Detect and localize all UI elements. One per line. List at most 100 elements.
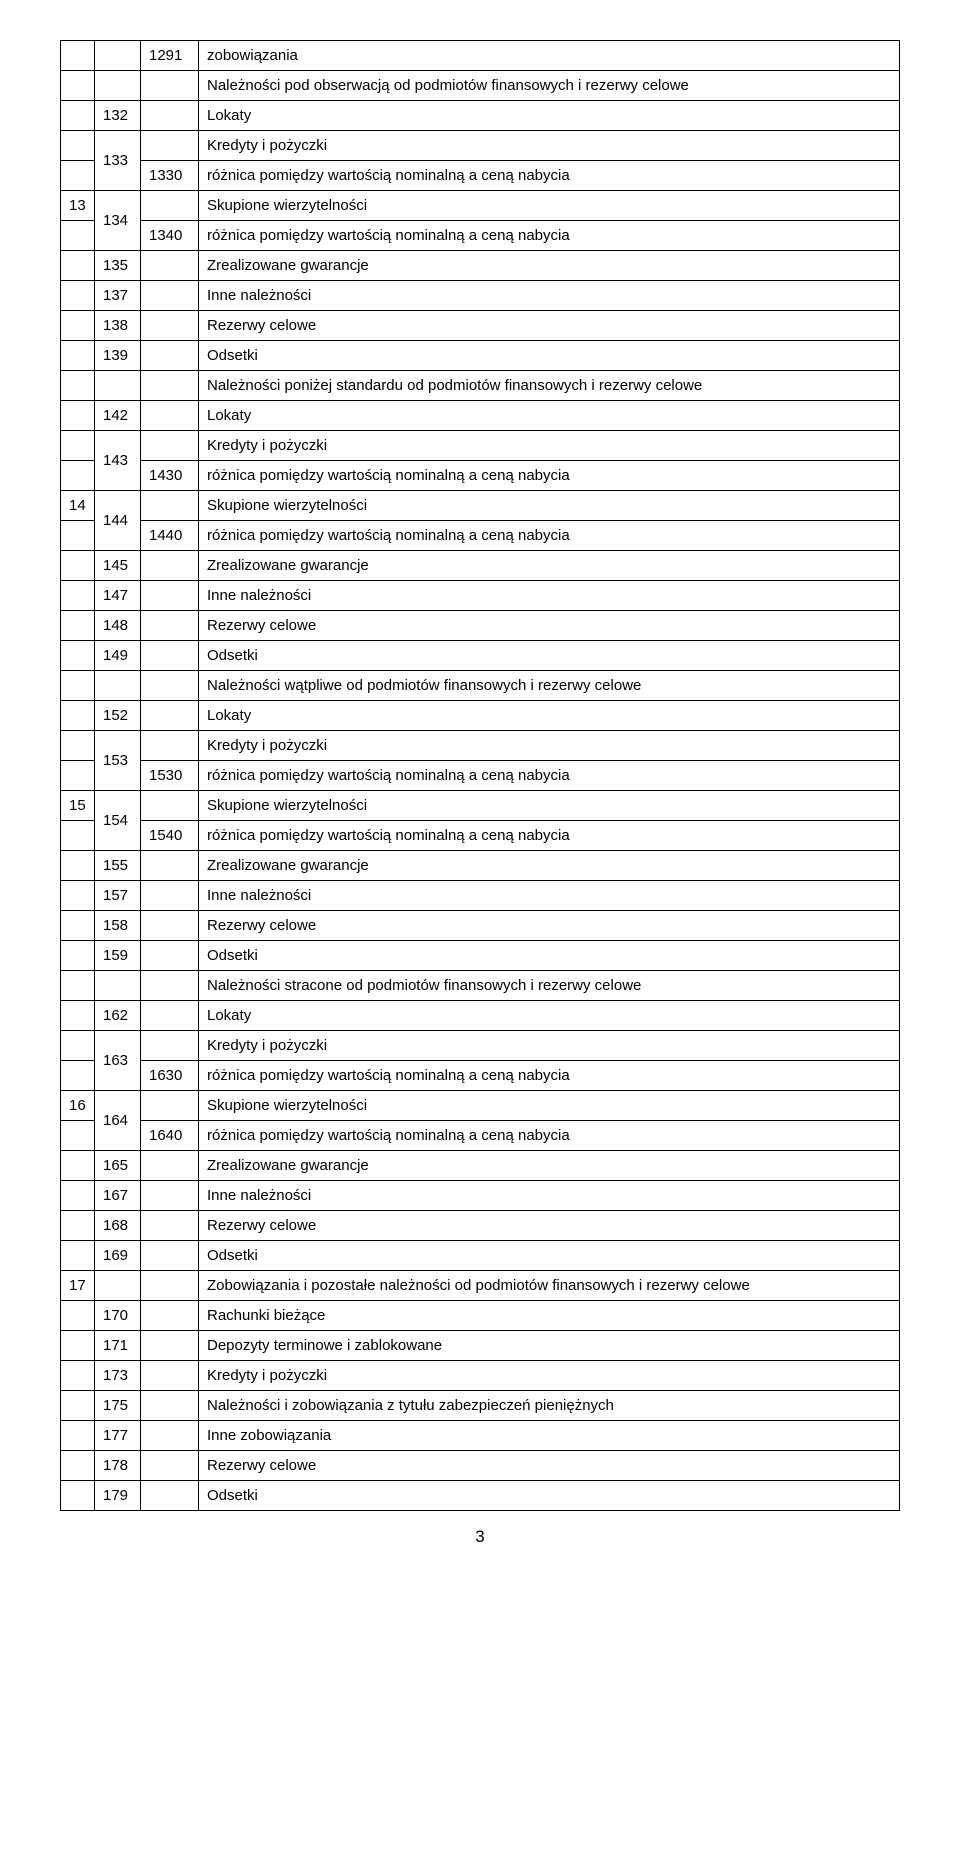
col-level-3: [141, 371, 199, 401]
col-description: Lokaty: [199, 701, 900, 731]
col-level-3: [141, 281, 199, 311]
col-level-1: [61, 1421, 95, 1451]
col-level-1: [61, 701, 95, 731]
table-row: 157 Inne należności: [61, 881, 900, 911]
col-level-2: 159: [95, 941, 141, 971]
table-row: 179Odsetki: [61, 1481, 900, 1511]
col-description: Lokaty: [199, 1001, 900, 1031]
col-level-1: [61, 71, 95, 101]
col-level-2: 175: [95, 1391, 141, 1421]
col-level-3: [141, 491, 199, 521]
col-level-3: 1440: [141, 521, 199, 551]
col-level-1: [61, 251, 95, 281]
table-row: 1530różnica pomiędzy wartością nominalną…: [61, 761, 900, 791]
col-description: różnica pomiędzy wartością nominalną a c…: [199, 1121, 900, 1151]
col-level-2: 138: [95, 311, 141, 341]
col-level-2: 167: [95, 1181, 141, 1211]
table-row: 147 Inne należności: [61, 581, 900, 611]
col-level-3: 1540: [141, 821, 199, 851]
col-description: Zrealizowane gwarancje: [199, 551, 900, 581]
col-level-3: [141, 131, 199, 161]
col-level-2: [95, 671, 141, 701]
col-level-3: [141, 1481, 199, 1511]
col-description: Należności stracone od podmiotów finanso…: [199, 971, 900, 1001]
table-row: Należności wątpliwe od podmiotów finanso…: [61, 671, 900, 701]
col-description: różnica pomiędzy wartością nominalną a c…: [199, 161, 900, 191]
col-level-1: [61, 1331, 95, 1361]
col-description: różnica pomiędzy wartością nominalną a c…: [199, 521, 900, 551]
col-level-3: [141, 431, 199, 461]
col-level-1: [61, 41, 95, 71]
table-row: 139Odsetki: [61, 341, 900, 371]
table-row: 13134Skupione wierzytelności: [61, 191, 900, 221]
col-description: Rachunki bieżące: [199, 1301, 900, 1331]
col-level-1: [61, 521, 95, 551]
col-level-1: [61, 1361, 95, 1391]
col-level-3: [141, 641, 199, 671]
col-level-3: [141, 611, 199, 641]
col-level-2: 157: [95, 881, 141, 911]
col-level-2: 147: [95, 581, 141, 611]
col-description: Odsetki: [199, 1481, 900, 1511]
table-row: 132Lokaty: [61, 101, 900, 131]
col-level-3: [141, 71, 199, 101]
col-level-3: [141, 791, 199, 821]
col-level-3: [141, 1181, 199, 1211]
col-level-2: [95, 971, 141, 1001]
col-level-3: [141, 191, 199, 221]
col-level-1: 17: [61, 1271, 95, 1301]
col-level-1: [61, 1481, 95, 1511]
col-level-1: [61, 401, 95, 431]
col-level-3: [141, 1241, 199, 1271]
col-level-3: [141, 1301, 199, 1331]
col-level-1: [61, 1061, 95, 1091]
col-description: Zrealizowane gwarancje: [199, 851, 900, 881]
col-description: Kredyty i pożyczki: [199, 131, 900, 161]
col-level-3: [141, 1331, 199, 1361]
col-level-3: 1291: [141, 41, 199, 71]
col-level-1: [61, 1301, 95, 1331]
col-description: Kredyty i pożyczki: [199, 1031, 900, 1061]
col-level-2: 164: [95, 1091, 141, 1151]
col-level-2: 155: [95, 851, 141, 881]
col-description: Odsetki: [199, 1241, 900, 1271]
col-level-2: 148: [95, 611, 141, 641]
table-row: 173Kredyty i pożyczki: [61, 1361, 900, 1391]
table-row: 169Odsetki: [61, 1241, 900, 1271]
col-level-2: [95, 371, 141, 401]
table-row: 1291zobowiązania: [61, 41, 900, 71]
col-level-1: 13: [61, 191, 95, 221]
col-description: Inne należności: [199, 581, 900, 611]
table-row: 133Kredyty i pożyczki: [61, 131, 900, 161]
col-level-2: 137: [95, 281, 141, 311]
col-level-3: [141, 251, 199, 281]
col-description: różnica pomiędzy wartością nominalną a c…: [199, 221, 900, 251]
col-level-2: 177: [95, 1421, 141, 1451]
col-level-1: [61, 731, 95, 761]
col-level-3: [141, 881, 199, 911]
col-level-2: 134: [95, 191, 141, 251]
col-level-2: [95, 1271, 141, 1301]
col-level-1: [61, 1241, 95, 1271]
col-description: Inne należności: [199, 881, 900, 911]
col-level-1: [61, 161, 95, 191]
col-level-3: [141, 1031, 199, 1061]
table-row: 158Rezerwy celowe: [61, 911, 900, 941]
table-row: 138Rezerwy celowe: [61, 311, 900, 341]
col-level-3: [141, 1151, 199, 1181]
table-row: 168Rezerwy celowe: [61, 1211, 900, 1241]
col-level-2: 135: [95, 251, 141, 281]
col-level-1: [61, 851, 95, 881]
col-level-1: 16: [61, 1091, 95, 1121]
col-level-3: 1530: [141, 761, 199, 791]
col-level-2: [95, 41, 141, 71]
col-level-1: [61, 371, 95, 401]
col-level-3: [141, 101, 199, 131]
table-row: 142Lokaty: [61, 401, 900, 431]
col-level-2: 154: [95, 791, 141, 851]
col-level-1: [61, 1121, 95, 1151]
col-level-2: 173: [95, 1361, 141, 1391]
table-row: 137Inne należności: [61, 281, 900, 311]
table-row: 162Lokaty: [61, 1001, 900, 1031]
col-level-2: 152: [95, 701, 141, 731]
